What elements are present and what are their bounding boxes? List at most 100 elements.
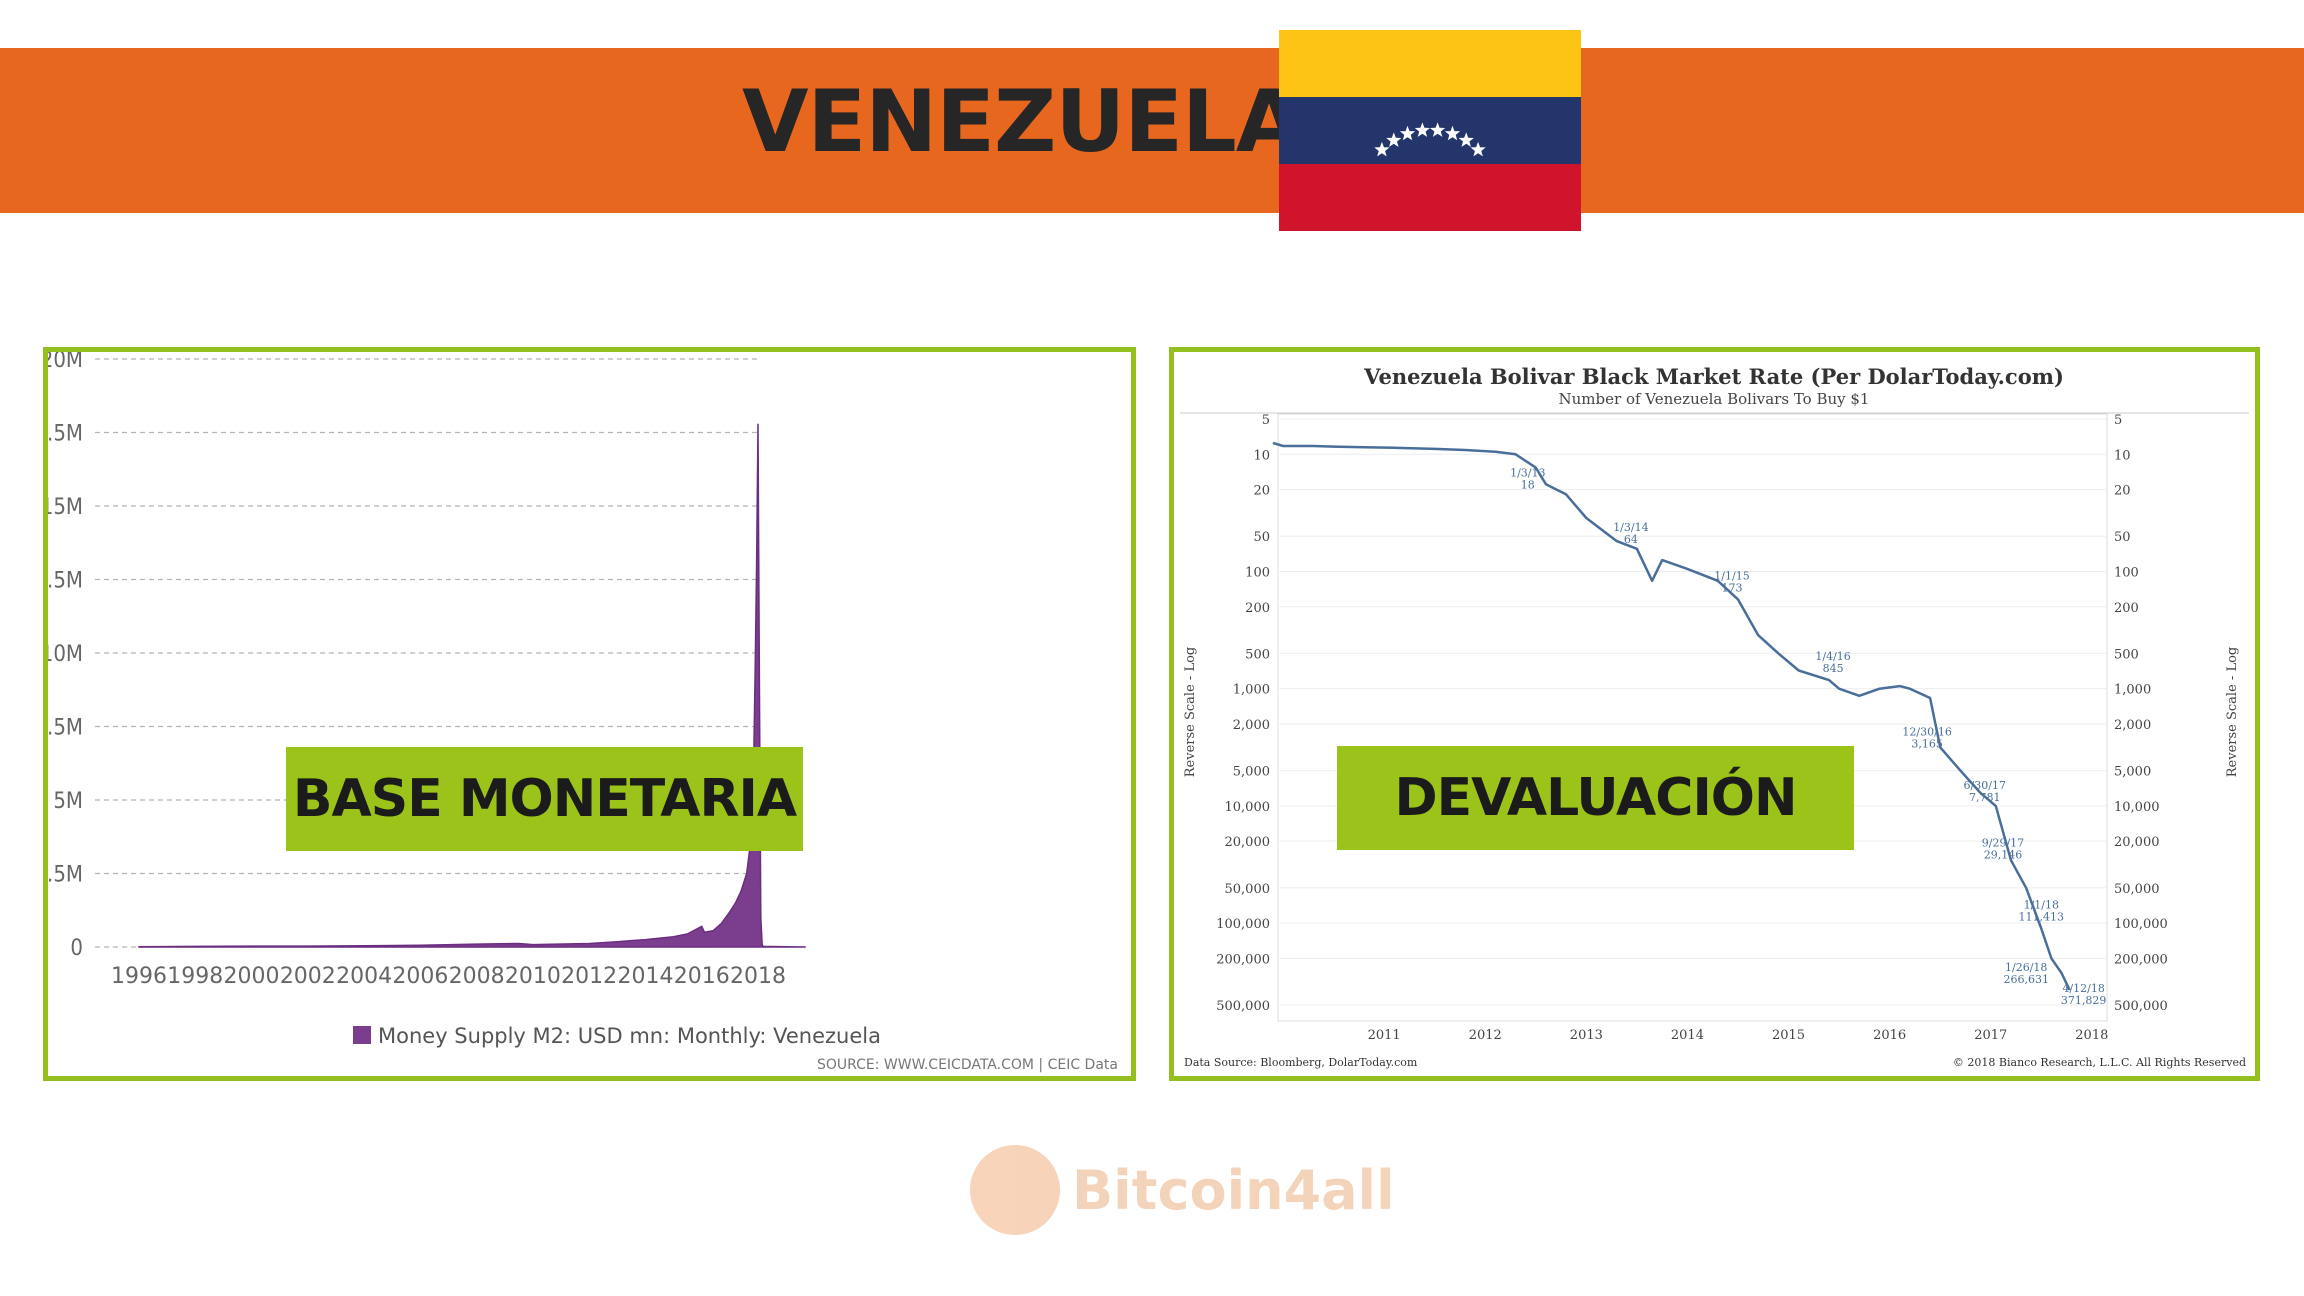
chart-subtitle: Number of Venezuela Bolivars To Buy $1 <box>1559 390 1870 408</box>
annotation-date: 1/4/16 <box>1815 650 1850 663</box>
annotation-value: 266,631 <box>2003 973 2049 986</box>
y-tick-label-right: 200,000 <box>2114 952 2168 967</box>
y-tick-label-left: 500,000 <box>1216 999 1270 1014</box>
annotation-date: 1/3/13 <box>1510 466 1545 479</box>
y-tick-label-right: 100 <box>2114 565 2139 580</box>
y-tick-label-left: 100 <box>1245 565 1270 580</box>
x-tick-label: 1996 <box>111 964 167 989</box>
y-tick-label: 17.5M <box>48 422 83 447</box>
y-tick-label: 10M <box>48 642 83 667</box>
y-tick-label-right: 5 <box>2114 413 2122 428</box>
y-tick-label-right: 50 <box>2114 530 2131 545</box>
monetary-base-label: BASE MONETARIA <box>286 747 803 851</box>
y-tick-label-left: 20 <box>1253 484 1270 499</box>
x-tick-label: 2012 <box>561 964 617 989</box>
devaluation-label: DEVALUACIÓN <box>1337 746 1854 850</box>
flag-star-icon <box>1414 122 1430 137</box>
annotation-date: 6/30/17 <box>1964 779 2006 792</box>
x-tick-label: 2018 <box>730 964 786 989</box>
monetary-base-chart: 02.5M5M7.5M10M12.5M15M17.5M20M1996199820… <box>48 352 1118 1073</box>
y-tick-label-left: 500 <box>1245 647 1270 662</box>
x-tick-label: 2018 <box>2075 1028 2108 1043</box>
y-tick-label-right: 500,000 <box>2114 999 2168 1014</box>
x-tick-label: 2016 <box>674 964 730 989</box>
y-tick-label-right: 10,000 <box>2114 800 2160 815</box>
x-tick-label: 2004 <box>336 964 392 989</box>
annotation-date: 4/12/18 <box>2062 982 2104 995</box>
annotation-value: 111,413 <box>2019 911 2065 924</box>
y-tick-label-left: 2,000 <box>1233 718 1270 733</box>
legend-swatch <box>353 1026 371 1044</box>
annotation-value: 64 <box>1624 533 1638 546</box>
y-axis-label-right: Reverse Scale - Log <box>2225 647 2240 777</box>
watermark: Bitcoin4all <box>970 1145 1395 1235</box>
y-tick-label-left: 50 <box>1253 530 1270 545</box>
flag-stripe-blue <box>1279 97 1581 164</box>
plot-frame <box>1277 413 2108 1022</box>
y-tick-label-right: 500 <box>2114 647 2139 662</box>
y-tick-label-right: 50,000 <box>2114 882 2160 897</box>
data-source-note: Data Source: Bloomberg, DolarToday.com <box>1184 1056 1418 1069</box>
annotation-date: 1/1/15 <box>1714 569 1749 582</box>
flag-star-icon <box>1458 132 1474 147</box>
annotation-date: 1/1/18 <box>2024 899 2059 912</box>
flag-stripe-red <box>1279 164 1581 231</box>
y-tick-label: 20M <box>48 352 83 373</box>
x-tick-label: 2008 <box>449 964 505 989</box>
annotation-value: 371,829 <box>2061 994 2107 1007</box>
y-tick-label-right: 2,000 <box>2114 718 2151 733</box>
annotation-date: 12/30/16 <box>1902 725 1951 738</box>
bolivar-rate-line <box>1272 441 2071 991</box>
y-tick-label-right: 20,000 <box>2114 835 2160 850</box>
y-tick-label-right: 100,000 <box>2114 917 2168 932</box>
annotation-date: 1/3/14 <box>1613 521 1648 534</box>
annotation-value: 18 <box>1521 478 1535 491</box>
x-tick-label: 2002 <box>280 964 336 989</box>
x-tick-label: 2014 <box>617 964 673 989</box>
watermark-text: Bitcoin4all <box>1072 1159 1395 1222</box>
y-tick-label: 7.5M <box>48 716 83 741</box>
flag-star-icon <box>1430 122 1446 137</box>
flag-stars <box>1374 122 1486 157</box>
x-tick-label: 1998 <box>167 964 223 989</box>
header-banner <box>0 48 2304 213</box>
y-axis-label-left: Reverse Scale - Log <box>1183 647 1198 777</box>
flag-star-icon <box>1470 141 1486 157</box>
x-tick-label: 2011 <box>1368 1028 1401 1043</box>
x-tick-label: 2013 <box>1570 1028 1603 1043</box>
y-tick-label: 2.5M <box>48 863 83 888</box>
copyright-note: © 2018 Bianco Research, L.L.C. All Right… <box>1953 1056 2246 1069</box>
flag-star-icon <box>1399 125 1416 141</box>
y-tick-label-left: 5 <box>1262 413 1270 428</box>
y-tick-label-right: 200 <box>2114 601 2139 616</box>
flag-star-icon <box>1444 125 1461 141</box>
y-tick-label-right: 1,000 <box>2114 683 2151 698</box>
y-tick-label: 15M <box>48 495 83 520</box>
annotation-date: 1/26/18 <box>2005 961 2047 974</box>
monetary-base-panel: 02.5M5M7.5M10M12.5M15M17.5M20M1996199820… <box>43 347 1136 1081</box>
x-tick-label: 2000 <box>224 964 280 989</box>
x-tick-label: 2012 <box>1469 1028 1502 1043</box>
bitcoin4all-logo-icon <box>970 1145 1060 1235</box>
y-tick-label-left: 50,000 <box>1225 882 1271 897</box>
annotation-value: 3,165 <box>1911 737 1943 750</box>
devaluation-panel: Venezuela Bolivar Black Market Rate (Per… <box>1169 347 2260 1081</box>
y-tick-label-left: 20,000 <box>1225 835 1271 850</box>
y-tick-label-left: 1,000 <box>1233 683 1270 698</box>
y-tick-label-left: 5,000 <box>1233 765 1270 780</box>
m2-area-series <box>138 423 806 948</box>
x-tick-label: 2017 <box>1974 1028 2007 1043</box>
y-tick-label-left: 200,000 <box>1216 952 1270 967</box>
y-tick-label-left: 200 <box>1245 601 1270 616</box>
devaluation-chart: Venezuela Bolivar Black Market Rate (Per… <box>1180 364 2249 1069</box>
y-tick-label-left: 100,000 <box>1216 917 1270 932</box>
y-tick-label: 5M <box>53 789 83 814</box>
annotation-value: 173 <box>1721 581 1742 594</box>
x-tick-label: 2010 <box>505 964 561 989</box>
x-tick-label: 2006 <box>392 964 448 989</box>
y-tick-label-left: 10 <box>1253 448 1270 463</box>
page-title: VENEZUELA <box>742 72 1302 172</box>
x-tick-label: 2015 <box>1772 1028 1805 1043</box>
annotation-value: 7,781 <box>1969 791 2001 804</box>
y-tick-label-right: 5,000 <box>2114 765 2151 780</box>
